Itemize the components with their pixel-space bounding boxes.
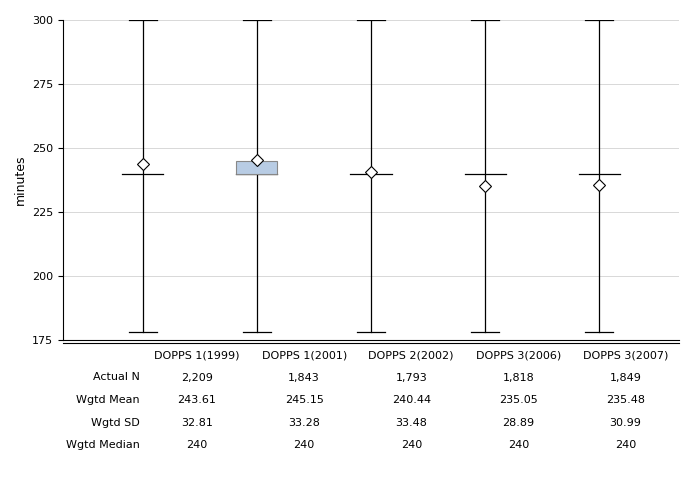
- Text: 30.99: 30.99: [610, 418, 641, 428]
- Text: 240: 240: [615, 440, 636, 450]
- Text: Wgtd Median: Wgtd Median: [66, 440, 140, 450]
- Text: 2,209: 2,209: [181, 372, 213, 382]
- Text: DOPPS 3(2006): DOPPS 3(2006): [476, 350, 561, 360]
- Text: 240: 240: [293, 440, 315, 450]
- Text: 235.05: 235.05: [499, 395, 538, 405]
- Text: 243.61: 243.61: [178, 395, 216, 405]
- Text: DOPPS 1(1999): DOPPS 1(1999): [154, 350, 240, 360]
- Text: DOPPS 3(2007): DOPPS 3(2007): [583, 350, 668, 360]
- Text: Wgtd Mean: Wgtd Mean: [76, 395, 140, 405]
- Text: DOPPS 1(2001): DOPPS 1(2001): [262, 350, 346, 360]
- Text: 1,793: 1,793: [395, 372, 427, 382]
- Text: 33.28: 33.28: [288, 418, 320, 428]
- Text: 240.44: 240.44: [392, 395, 430, 405]
- Y-axis label: minutes: minutes: [13, 155, 27, 205]
- Text: 32.81: 32.81: [181, 418, 213, 428]
- Text: 240: 240: [508, 440, 529, 450]
- Text: 245.15: 245.15: [285, 395, 323, 405]
- Text: 240: 240: [400, 440, 422, 450]
- Bar: [237, 161, 277, 173]
- Text: 1,849: 1,849: [610, 372, 641, 382]
- Text: 33.48: 33.48: [395, 418, 427, 428]
- Text: 1,843: 1,843: [288, 372, 320, 382]
- Text: Actual N: Actual N: [93, 372, 140, 382]
- Text: 28.89: 28.89: [503, 418, 534, 428]
- Text: Wgtd SD: Wgtd SD: [91, 418, 140, 428]
- Text: 240: 240: [186, 440, 208, 450]
- Text: DOPPS 2(2002): DOPPS 2(2002): [368, 350, 454, 360]
- Text: 235.48: 235.48: [606, 395, 645, 405]
- Text: 1,818: 1,818: [503, 372, 534, 382]
